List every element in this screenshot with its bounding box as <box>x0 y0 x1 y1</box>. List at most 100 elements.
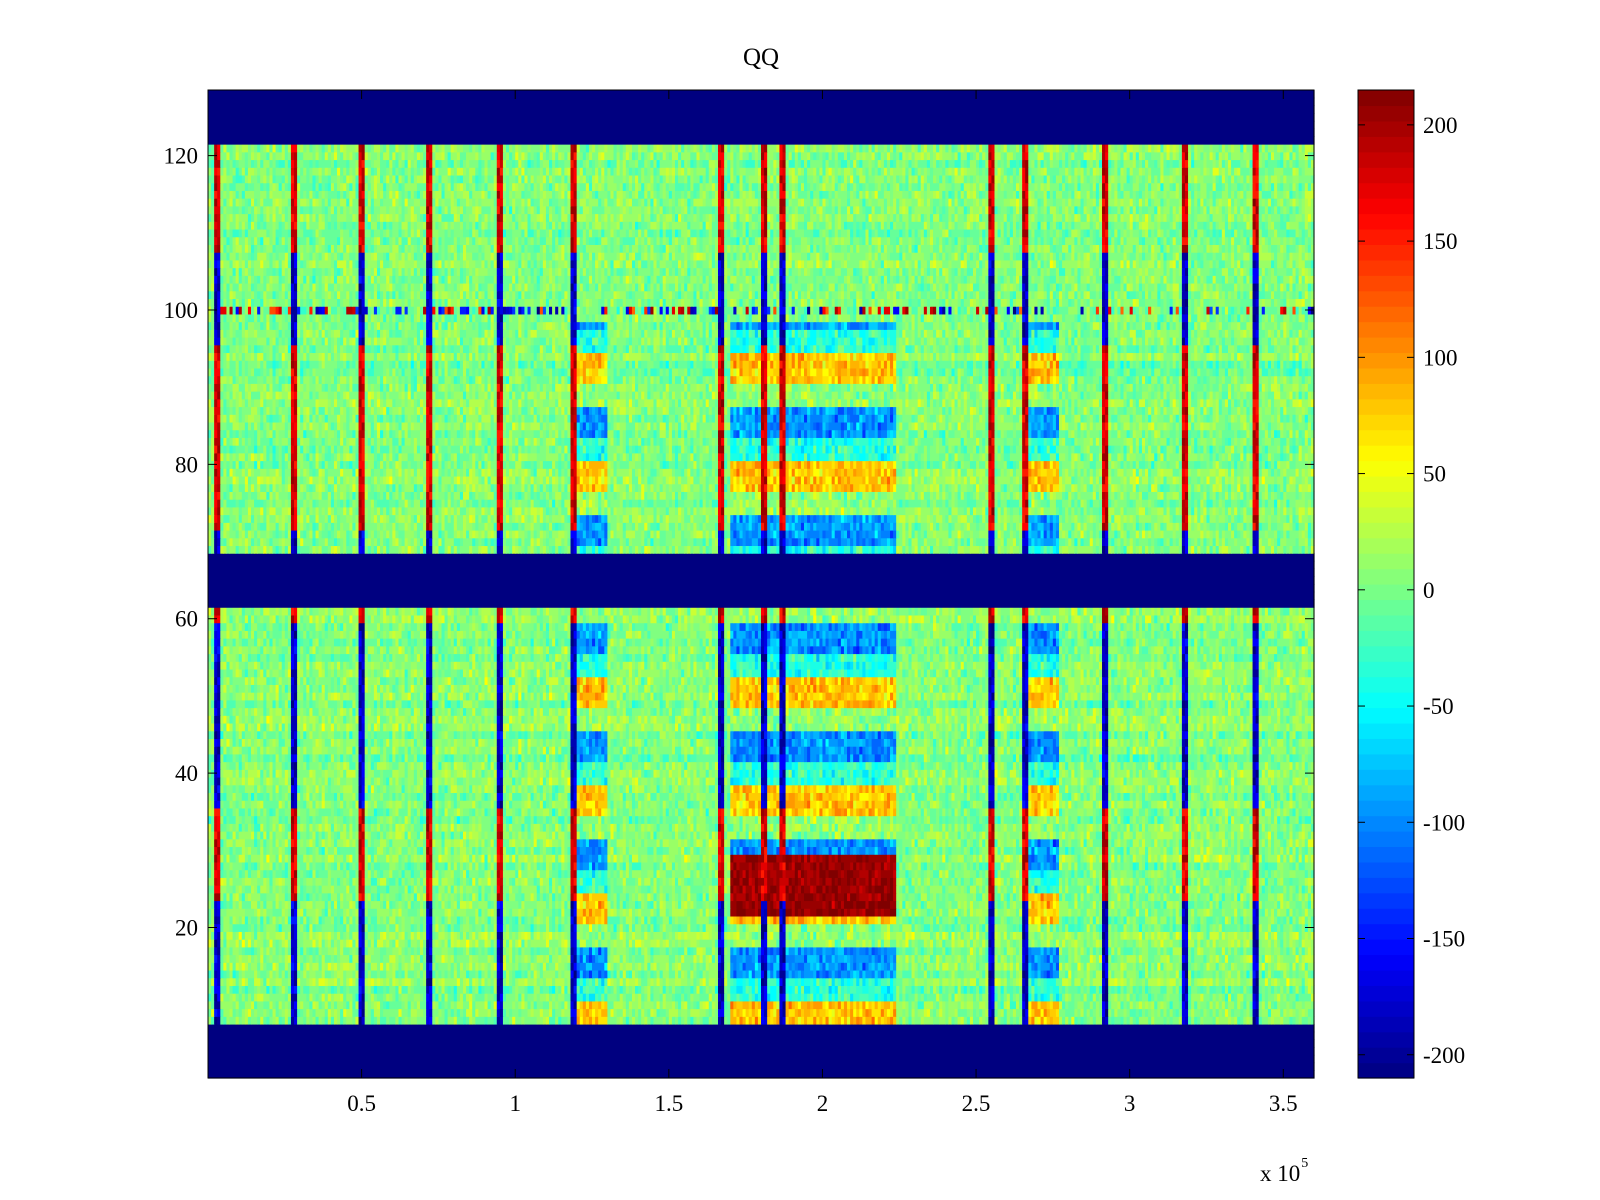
heatmap-cell <box>488 1016 495 1024</box>
heatmap-cell <box>1065 1009 1075 1017</box>
heatmap-cell <box>460 970 467 978</box>
heatmap-cell <box>669 978 676 986</box>
heatmap-cell <box>1268 993 1275 1001</box>
heatmap-cell <box>850 985 857 993</box>
heatmap-cell <box>432 1009 439 1017</box>
heatmap-cell <box>269 993 285 1001</box>
heatmap-cell <box>1240 978 1247 986</box>
heatmap-cells <box>208 90 1315 1079</box>
heatmap-cell <box>438 962 448 970</box>
heatmap-cell <box>684 985 691 993</box>
heatmap-cell <box>709 962 719 970</box>
heatmap-cell <box>208 1055 1315 1063</box>
heatmap-cell <box>804 1009 811 1017</box>
heatmap-cell <box>1130 1009 1137 1017</box>
heatmap-cell <box>485 985 492 993</box>
heatmap-cell <box>223 993 230 1001</box>
heatmap-cell <box>770 993 777 1001</box>
heatmap-cell <box>718 985 725 993</box>
heatmap-cell <box>942 978 949 986</box>
heatmap-cell <box>279 962 286 970</box>
heatmap-cell <box>319 978 326 986</box>
heatmap-cell <box>660 962 667 970</box>
heatmap-cell <box>282 978 289 986</box>
heatmap-cell <box>549 1016 556 1024</box>
heatmap-cell <box>208 1032 1315 1040</box>
heatmap-cell <box>1068 985 1078 993</box>
heatmap-cell <box>343 962 350 970</box>
heatmap-cell <box>377 985 384 993</box>
heatmap-cell <box>881 978 888 986</box>
heatmap-cell <box>417 1016 427 1024</box>
heatmap-cell <box>644 1001 654 1009</box>
heatmap-cell <box>1053 970 1060 978</box>
heatmap-cell <box>607 1016 617 1024</box>
heatmap-cell <box>260 985 267 993</box>
heatmap-cell <box>1016 1009 1023 1017</box>
heatmap-cell <box>257 1001 264 1009</box>
heatmap-cell <box>1191 993 1201 1001</box>
heatmap-cell <box>334 993 341 1001</box>
heatmap-cell <box>528 978 535 986</box>
heatmap-cell <box>1034 1009 1041 1017</box>
heatmap-cell <box>214 1001 221 1009</box>
heatmap-cell <box>457 1001 464 1009</box>
heatmap-cell <box>675 985 682 993</box>
heatmap-cell <box>1111 1001 1118 1009</box>
heatmap-cell <box>807 1016 814 1024</box>
heatmap-cell <box>970 978 977 986</box>
heatmap-cell <box>1280 978 1287 986</box>
heatmap-cell <box>1296 978 1303 986</box>
heatmap-cell <box>469 970 476 978</box>
heatmap-cell <box>669 1009 679 1017</box>
heatmap-cell <box>660 1009 667 1017</box>
heatmap-cell <box>208 1024 1315 1032</box>
heatmap-cell <box>967 993 974 1001</box>
heatmap-cell <box>251 1016 258 1024</box>
heatmap-cell <box>402 993 409 1001</box>
heatmap-cell <box>681 1009 688 1017</box>
heatmap-cell <box>669 970 676 978</box>
heatmap-cell <box>383 1009 399 1017</box>
heatmap-cell <box>220 1001 233 1009</box>
heatmap-cell <box>233 985 240 993</box>
heatmap-cell <box>1305 1001 1312 1009</box>
heatmap-cell <box>1010 1001 1017 1009</box>
heatmap-cell <box>263 993 270 1001</box>
heatmap-cell <box>1053 1016 1060 1024</box>
heatmap-cell <box>220 985 227 993</box>
heatmap-cell <box>948 1001 958 1009</box>
heatmap-cell <box>528 985 535 993</box>
heatmap-cell <box>297 1016 304 1024</box>
heatmap-cell <box>829 962 836 970</box>
heatmap-cell <box>488 993 495 1001</box>
heatmap-cell <box>1191 985 1198 993</box>
heatmap-cell <box>503 1016 510 1024</box>
heatmap-cell <box>607 993 617 1001</box>
heatmap-cell <box>779 970 786 978</box>
heatmap-cell <box>1203 1016 1213 1024</box>
heatmap-cell <box>316 970 323 978</box>
heatmap-cell <box>223 1009 230 1017</box>
heatmap-cell <box>1077 1001 1084 1009</box>
heatmap-cell <box>743 1001 750 1009</box>
heatmap-cell <box>528 993 535 1001</box>
heatmap-cell <box>1148 978 1158 986</box>
heatmap-cell <box>534 1009 541 1017</box>
heatmap-cell <box>979 978 986 986</box>
heatmap-cell <box>414 985 427 993</box>
heatmap-cell <box>359 962 366 970</box>
heatmap-cell <box>411 1009 418 1017</box>
heatmap-cell <box>371 970 378 978</box>
heatmap-cell <box>1114 970 1121 978</box>
heatmap-cell <box>1031 1001 1038 1009</box>
heatmap-cell <box>1170 970 1177 978</box>
heatmap-cell <box>724 1009 731 1017</box>
heatmap-cell <box>248 978 255 986</box>
heatmap-cell <box>564 993 571 1001</box>
heatmap-cell <box>251 962 258 970</box>
heatmap-cell <box>374 1009 381 1017</box>
heatmap-cell <box>804 962 811 970</box>
heatmap-cell <box>770 985 777 993</box>
heatmap-cell <box>389 985 396 993</box>
